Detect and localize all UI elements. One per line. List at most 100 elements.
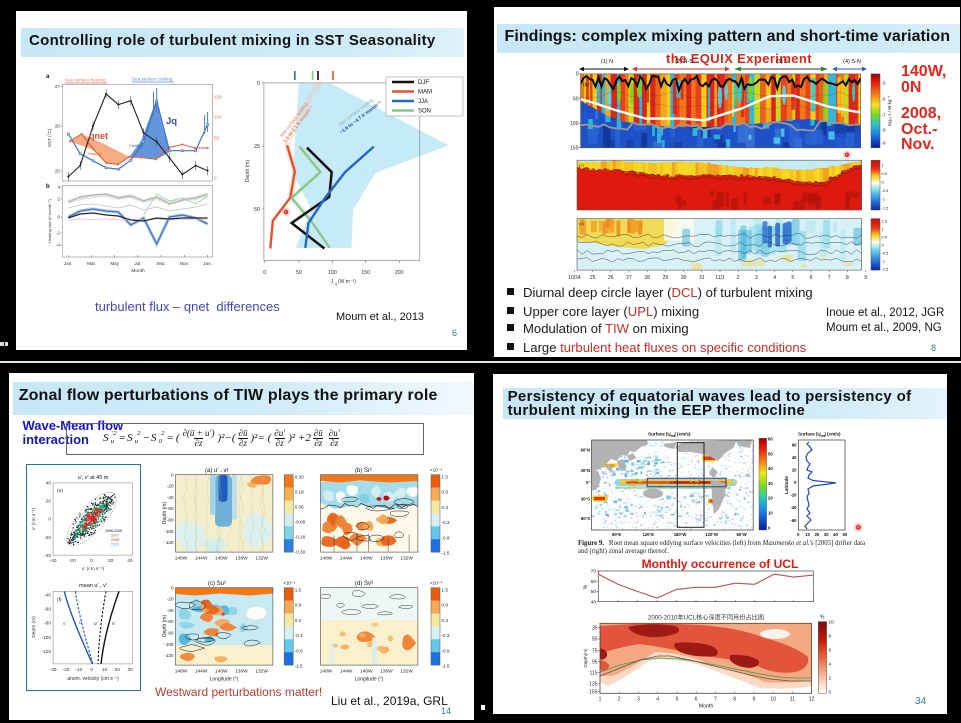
svg-text:70: 70 [591, 569, 597, 575]
svg-text:rms: rms [820, 434, 826, 438]
svg-text:132W: 132W [255, 669, 268, 675]
svg-text:115: 115 [590, 670, 598, 676]
svg-text:136W: 136W [380, 556, 393, 562]
svg-text:Depth (m): Depth (m) [162, 502, 168, 525]
svg-text:144W: 144W [195, 669, 208, 675]
svg-text:11: 11 [790, 697, 795, 703]
svg-text:30: 30 [824, 532, 829, 537]
svg-text:0: 0 [882, 180, 885, 185]
svg-text:anom. velocity (cm s⁻¹): anom. velocity (cm s⁻¹) [67, 676, 119, 682]
svg-text:0: 0 [57, 215, 60, 220]
svg-text:20: 20 [115, 667, 121, 673]
svg-text:136W: 136W [235, 556, 248, 562]
svg-text:0: 0 [90, 667, 93, 673]
svg-text:Jan.: Jan. [203, 261, 212, 266]
svg-text:-120: -120 [164, 653, 174, 658]
svg-text:9: 9 [864, 275, 867, 281]
svg-text:20: 20 [46, 498, 52, 504]
svg-text:100: 100 [214, 115, 222, 120]
svg-text:SST (°C): SST (°C) [47, 128, 52, 147]
svg-text:2010: 2010 [111, 542, 119, 546]
svg-text:148W: 148W [320, 556, 333, 562]
svg-text:-0.9: -0.9 [442, 535, 450, 540]
svg-text:Depth (m): Depth (m) [31, 615, 37, 637]
svg-text:-9: -9 [882, 141, 886, 146]
svg-text:144W: 144W [340, 556, 353, 562]
svg-text:MAM: MAM [418, 90, 432, 96]
svg-text:1: 1 [882, 162, 885, 167]
svg-text:(1) N: (1) N [601, 59, 613, 65]
svg-text:2: 2 [737, 275, 740, 281]
svg-text:-0.18: -0.18 [295, 535, 306, 540]
svg-text:100: 100 [328, 270, 337, 276]
svg-text:30: 30 [128, 667, 134, 673]
svg-text:5: 5 [676, 697, 679, 703]
svg-text:0: 0 [171, 585, 174, 590]
svg-text:135: 135 [589, 682, 598, 688]
svg-text:35: 35 [592, 625, 598, 631]
svg-text:mean u′ , v′: mean u′ , v′ [79, 583, 107, 589]
svg-text:31: 31 [699, 275, 705, 281]
svg-text:0.9: 0.9 [295, 603, 302, 608]
svg-text:3: 3 [755, 275, 758, 281]
svg-text:10: 10 [768, 511, 773, 516]
svg-text:180°W: 180°W [674, 532, 687, 537]
svg-text:2008: 2008 [111, 538, 119, 542]
svg-text:20: 20 [815, 532, 820, 537]
svg-text:0.5: 0.5 [882, 234, 888, 239]
svg-text:(c) Su²: (c) Su² [208, 581, 226, 587]
svg-text:-1.5: -1.5 [882, 267, 890, 272]
svg-text:30: 30 [681, 275, 687, 281]
svg-text:50: 50 [591, 589, 597, 595]
svg-text:50: 50 [573, 96, 579, 102]
svg-text:u′ (cm s⁻¹): u′ (cm s⁻¹) [82, 566, 105, 572]
svg-text:-0.3: -0.3 [442, 633, 450, 638]
svg-text:0.5: 0.5 [882, 171, 888, 176]
svg-text:50: 50 [842, 532, 847, 537]
svg-text:27: 27 [626, 275, 632, 281]
svg-text:0: 0 [576, 72, 579, 78]
svg-text:Mar.: Mar. [87, 261, 96, 266]
svg-text:148W: 148W [175, 669, 188, 675]
svg-text:-100: -100 [164, 642, 174, 647]
svg-text:132W: 132W [400, 556, 413, 562]
svg-text:136W: 136W [235, 669, 248, 675]
svg-text:7: 7 [828, 275, 831, 281]
svg-text:-0.30: -0.30 [295, 550, 306, 555]
svg-text:-0.9: -0.9 [295, 648, 303, 653]
svg-text:-6: -6 [882, 97, 886, 102]
svg-text:Month: Month [131, 268, 145, 274]
svg-text:| (cm/s): | (cm/s) [825, 432, 842, 437]
svg-text:1: 1 [882, 226, 885, 231]
svg-text:10: 10 [829, 620, 835, 626]
svg-text:-20: -20 [44, 534, 51, 540]
svg-text:Month: Month [699, 704, 714, 710]
svg-text:q: q [335, 282, 337, 286]
svg-text:(d): (d) [579, 221, 585, 226]
svg-text:144W: 144W [195, 556, 208, 562]
svg-text:v′ (cm s⁻¹): v′ (cm s⁻¹) [31, 507, 37, 529]
svg-text:100: 100 [570, 121, 579, 127]
svg-text:-20: -20 [167, 484, 174, 489]
svg-text:-0.3: -0.3 [442, 520, 450, 525]
svg-text:0.06: 0.06 [295, 505, 304, 510]
svg-text:-20: -20 [63, 667, 70, 673]
svg-text:Depth (m): Depth (m) [245, 160, 251, 183]
svg-text:(4) S-N: (4) S-N [843, 59, 861, 65]
svg-text:×10⁻⁴: ×10⁻⁴ [283, 581, 295, 586]
svg-text:60: 60 [792, 443, 797, 448]
svg-text:20: 20 [108, 558, 114, 564]
svg-text:J: J [331, 279, 334, 285]
svg-text:2: 2 [57, 197, 60, 202]
svg-text:-0.06: -0.06 [295, 520, 306, 525]
svg-text:8: 8 [733, 697, 736, 703]
svg-text:Surface |U: Surface |U [648, 432, 671, 437]
svg-text:-1: -1 [882, 259, 886, 264]
svg-text:-40: -40 [167, 495, 174, 500]
svg-text:Longitude (°): Longitude (°) [355, 677, 384, 683]
svg-text:%: % [583, 584, 589, 589]
svg-text:0.3: 0.3 [295, 618, 302, 623]
svg-text:-5: -5 [882, 81, 886, 86]
svg-text:0: 0 [768, 525, 771, 530]
svg-text:140W: 140W [215, 669, 228, 675]
